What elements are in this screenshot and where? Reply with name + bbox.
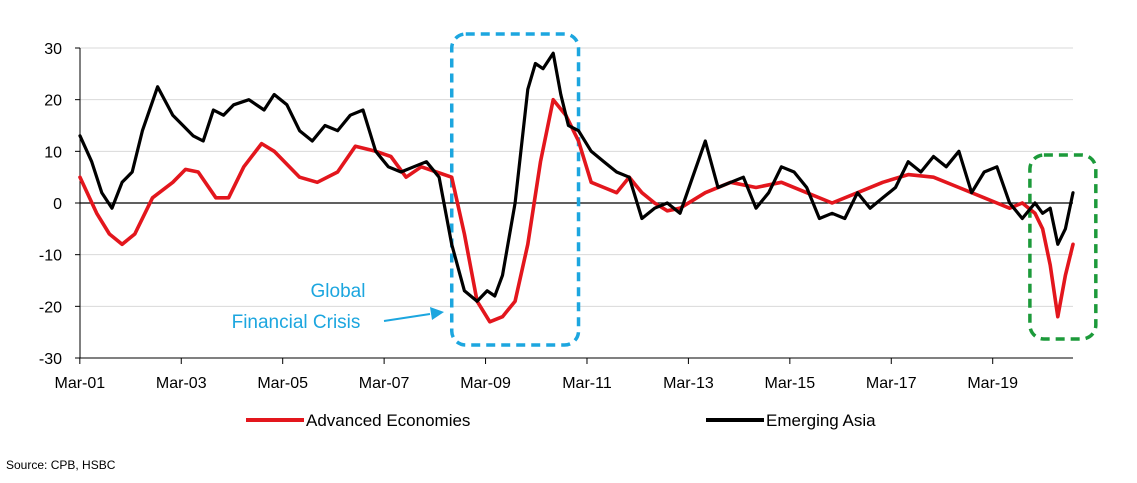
x-axis: Mar-01 Mar-03 Mar-05 Mar-07 Mar-09 Mar-11 Mar-…	[54, 357, 1073, 392]
legend-label-emerging-asia: Emerging Asia	[766, 411, 876, 430]
y-axis: 30 20 10 0 -10 -20 -30	[39, 41, 81, 368]
series-line-advanced-economies	[78, 97, 1075, 324]
y-tick-label: 10	[44, 144, 62, 161]
x-tick-label: Mar-05	[257, 375, 308, 392]
x-tick-label: Mar-11	[562, 375, 612, 392]
x-tick-label: Mar-07	[359, 375, 410, 392]
source-note: Source: CPB, HSBC	[6, 458, 116, 472]
y-tick-label: 30	[44, 41, 62, 58]
annotation-line-2: Financial Crisis	[232, 312, 361, 333]
series-line-emerging-asia	[78, 51, 1075, 303]
highlight-box-2	[1028, 153, 1098, 341]
x-tick-label: Mar-19	[967, 375, 1018, 392]
x-tick-label: Mar-17	[866, 375, 917, 392]
x-tick-label: Mar-03	[156, 375, 207, 392]
y-tick-label: -10	[39, 248, 62, 265]
y-tick-label: -30	[39, 351, 62, 368]
x-tick-label: Mar-15	[764, 375, 815, 392]
y-tick-label: 0	[53, 196, 62, 213]
annotation-arrow	[383, 307, 444, 322]
gridlines	[80, 47, 1073, 359]
y-tick-label: -20	[39, 299, 62, 316]
y-tick-label: 20	[44, 93, 62, 110]
x-tick-label: Mar-13	[663, 375, 714, 392]
highlight-box-1	[449, 32, 581, 347]
highlight-boxes	[449, 32, 1098, 347]
series-lines	[78, 51, 1075, 324]
x-tick-label: Mar-09	[460, 375, 511, 392]
legend-label-advanced-economies: Advanced Economies	[306, 411, 470, 430]
annotation-line-1: Global	[311, 281, 366, 302]
x-tick-label: Mar-01	[54, 375, 105, 392]
legend: Advanced Economies Emerging Asia	[246, 411, 876, 430]
